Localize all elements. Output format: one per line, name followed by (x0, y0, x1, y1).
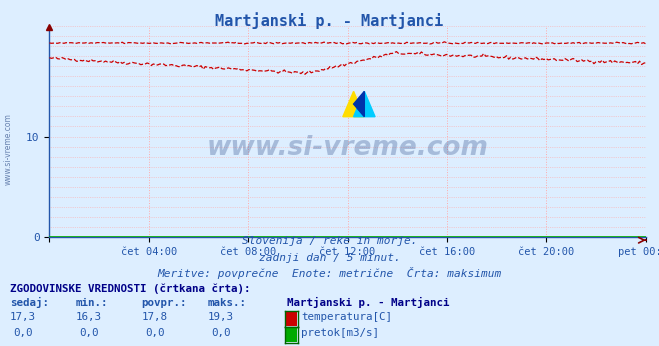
Text: 17,3: 17,3 (10, 312, 36, 322)
Text: Meritve: povprečne  Enote: metrične  Črta: maksimum: Meritve: povprečne Enote: metrične Črta:… (158, 267, 501, 279)
Text: 0,0: 0,0 (145, 328, 165, 338)
Text: sedaj:: sedaj: (10, 297, 49, 308)
Text: Slovenija / reke in morje.: Slovenija / reke in morje. (242, 236, 417, 246)
Text: min.:: min.: (76, 298, 108, 308)
Polygon shape (354, 91, 364, 117)
Text: 16,3: 16,3 (76, 312, 102, 322)
Text: temperatura[C]: temperatura[C] (301, 312, 392, 322)
Text: 0,0: 0,0 (13, 328, 33, 338)
Text: www.si-vreme.com: www.si-vreme.com (3, 113, 13, 185)
Text: 19,3: 19,3 (208, 312, 234, 322)
Text: 0,0: 0,0 (211, 328, 231, 338)
Text: maks.:: maks.: (208, 298, 246, 308)
Text: Martjanski p. - Martjanci: Martjanski p. - Martjanci (287, 297, 449, 308)
Text: zadnji dan / 5 minut.: zadnji dan / 5 minut. (258, 253, 401, 263)
Text: www.si-vreme.com: www.si-vreme.com (207, 135, 488, 161)
Text: 17,8: 17,8 (142, 312, 168, 322)
Text: 0,0: 0,0 (79, 328, 99, 338)
Polygon shape (343, 91, 364, 117)
Text: pretok[m3/s]: pretok[m3/s] (301, 328, 379, 338)
Polygon shape (354, 91, 375, 117)
Text: povpr.:: povpr.: (142, 298, 187, 308)
Text: Martjanski p. - Martjanci: Martjanski p. - Martjanci (215, 12, 444, 29)
Text: ZGODOVINSKE VREDNOSTI (črtkana črta):: ZGODOVINSKE VREDNOSTI (črtkana črta): (10, 284, 250, 294)
